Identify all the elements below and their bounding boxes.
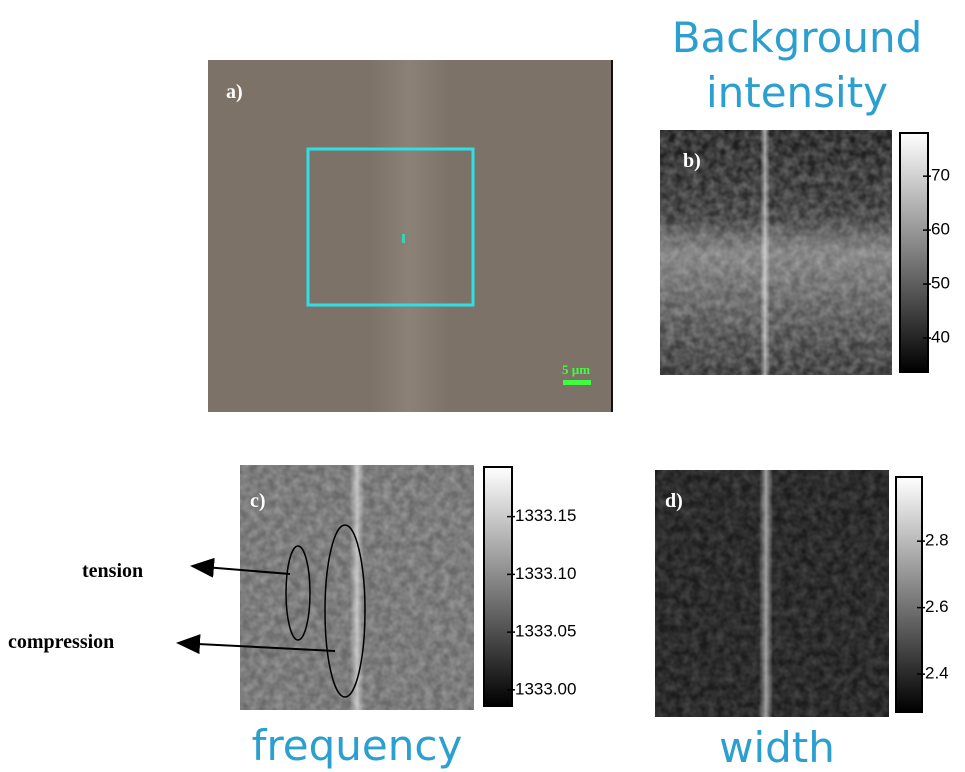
- colorbar: [483, 466, 513, 707]
- annotation: tension: [82, 560, 143, 582]
- optical-texture: [208, 60, 612, 412]
- compression-ellipse: [324, 524, 366, 698]
- laser-spot: [402, 234, 405, 243]
- map-stripe: [731, 470, 801, 717]
- panel-label: a): [226, 81, 243, 103]
- tick-label: 2.8: [925, 531, 949, 550]
- tick-label: 1333.00: [515, 679, 576, 698]
- map-stripe: [322, 465, 392, 710]
- tick-label: 1333.10: [515, 564, 576, 583]
- panel-title: width: [719, 723, 835, 772]
- scan-box: [306, 147, 475, 307]
- tick-label: 2.6: [925, 597, 949, 616]
- tick-label: 2.4: [925, 664, 949, 683]
- panel-label: d): [665, 490, 683, 512]
- scale-bar: [563, 380, 591, 385]
- map-stripe: [740, 130, 790, 375]
- panel-label: c): [250, 490, 266, 512]
- panel-title: Background intensity: [672, 13, 923, 117]
- colorbar: [895, 476, 923, 713]
- scale-bar-label: 5 µm: [562, 362, 590, 377]
- annotation: compression: [8, 631, 114, 653]
- arrow: [190, 557, 291, 578]
- arrow: [176, 634, 336, 655]
- tick-label: 50: [931, 274, 950, 293]
- tick-label: 70: [931, 166, 950, 185]
- tick-label: 60: [931, 220, 950, 239]
- tension-ellipse: [285, 545, 311, 641]
- tick-label: 1333.05: [515, 622, 576, 641]
- panel-title: frequency: [252, 721, 463, 770]
- colorbar: [899, 132, 929, 373]
- tick-label: 1333.15: [515, 506, 576, 525]
- tick-label: 40: [931, 327, 950, 346]
- panel-label: b): [683, 150, 701, 172]
